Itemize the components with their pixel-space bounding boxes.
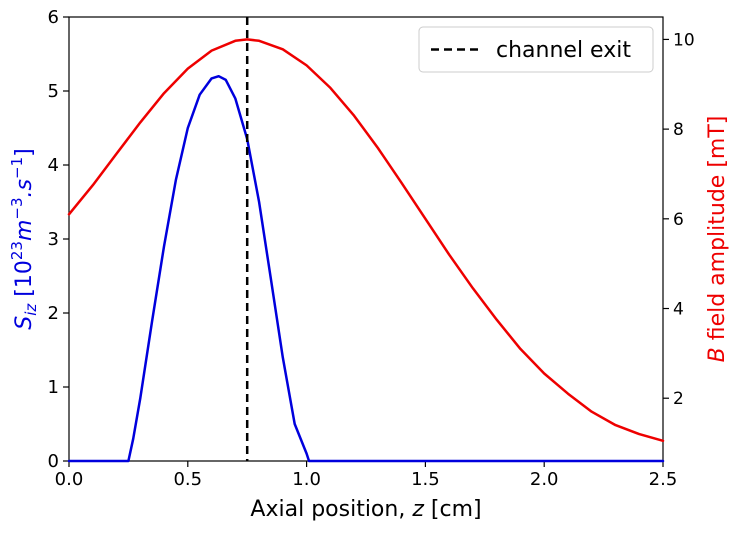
left-y-axis-ticks: 0 1 2 3 4 5 6 [48,7,69,472]
legend: channel exit [418,26,654,73]
left-y-tick-label: 1 [48,377,59,398]
x-tick-label: 0.0 [55,469,84,490]
x-tick-label: 2.0 [530,469,559,490]
right-y-tick-label: 2 [673,389,684,409]
right-y-tick-label: 4 [673,300,684,320]
left-y-tick-label: 3 [48,229,59,250]
plot-frame [68,16,664,462]
x-tick-label: 2.5 [649,469,678,490]
ionization-source-line [67,74,665,463]
left-y-tick-label: 5 [48,81,59,102]
x-tick-label: 1.0 [292,469,321,490]
x-axis-ticks: 0.0 0.5 1.0 1.5 2.0 2.5 [55,461,678,490]
left-y-tick-label: 2 [48,303,59,324]
right-y-tick-label: 6 [673,210,684,230]
left-y-tick-label: 4 [48,155,59,176]
left-y-tick-label: 0 [48,451,59,472]
x-axis-label: Axial position, z [cm] [250,497,481,522]
right-y-axis-ticks: 2 4 6 8 10 [663,30,695,409]
x-tick-label: 1.5 [411,469,440,490]
b-field-amplitude-line [67,38,665,443]
left-y-tick-label: 6 [48,7,59,28]
legend-box [418,26,654,73]
series-layer [67,38,665,463]
right-y-tick-label: 10 [673,30,695,50]
x-tick-label: 0.5 [173,469,202,490]
right-y-tick-label: 8 [673,120,684,140]
left-y-axis-label: Siz [1023m−3.s−1] [8,148,40,329]
legend-label-channel-exit: channel exit [496,38,631,63]
right-y-axis-label: B field amplitude [mT] [705,116,730,363]
